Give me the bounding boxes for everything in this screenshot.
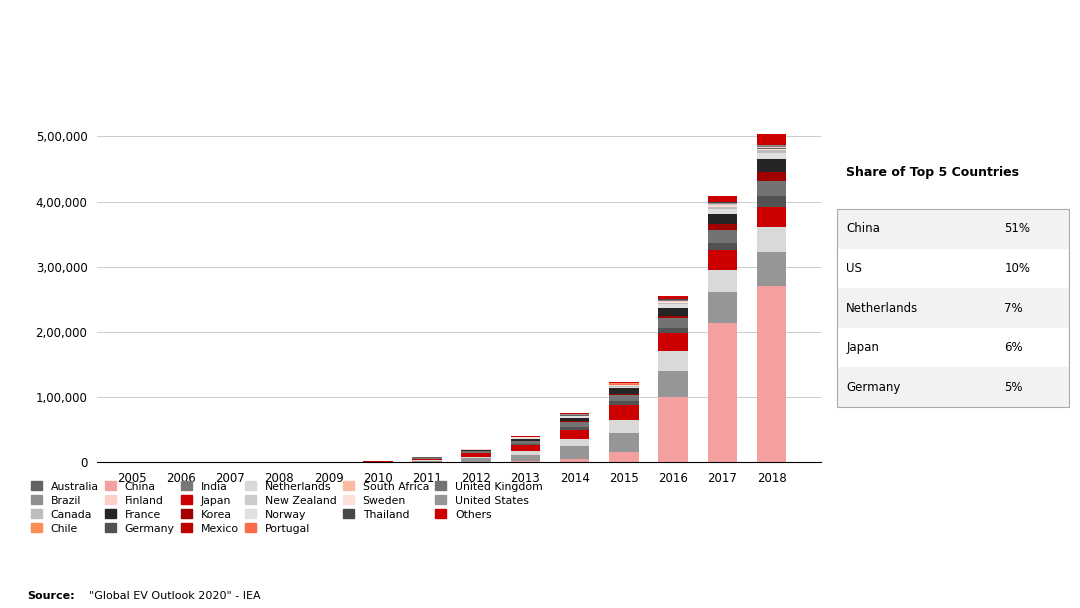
Bar: [461, 454, 491, 457]
Bar: [559, 427, 590, 429]
Bar: [757, 149, 786, 150]
Bar: [659, 296, 688, 299]
Bar: [413, 460, 442, 461]
Bar: [559, 421, 590, 422]
Legend: Australia, Brazil, Canada, Chile, China, Finland, France, Germany, India, Japan,: Australia, Brazil, Canada, Chile, China,…: [27, 477, 548, 538]
Bar: [757, 207, 786, 227]
Bar: [659, 318, 688, 328]
Bar: [559, 446, 590, 459]
Bar: [707, 224, 738, 230]
Bar: [757, 159, 786, 172]
Bar: [757, 172, 786, 181]
Bar: [659, 371, 688, 397]
Bar: [609, 395, 638, 401]
Bar: [707, 196, 738, 202]
Bar: [511, 461, 540, 462]
Bar: [707, 270, 738, 292]
Text: 10%: 10%: [1004, 262, 1030, 275]
Text: EXHIBIT 2: Publicly accessible chargers (slow and fast) by country, 2005-18: EXHIBIT 2: Publicly accessible chargers …: [13, 18, 637, 33]
Bar: [757, 286, 786, 462]
FancyBboxPatch shape: [837, 288, 1069, 328]
FancyBboxPatch shape: [837, 209, 1069, 249]
Bar: [659, 351, 688, 371]
Bar: [707, 230, 738, 243]
Text: 51%: 51%: [1004, 223, 1030, 235]
Bar: [707, 214, 738, 224]
Bar: [757, 252, 786, 286]
Text: Source:: Source:: [27, 591, 75, 601]
Text: US: US: [847, 262, 862, 275]
Bar: [757, 227, 786, 252]
Bar: [559, 416, 590, 418]
Bar: [659, 316, 688, 318]
Bar: [609, 406, 638, 420]
Bar: [609, 382, 638, 383]
Bar: [659, 305, 688, 308]
Bar: [609, 401, 638, 406]
Bar: [559, 459, 590, 462]
Bar: [511, 438, 540, 441]
Bar: [659, 397, 688, 462]
Bar: [511, 444, 540, 446]
Bar: [707, 206, 738, 207]
Bar: [707, 250, 738, 270]
Bar: [659, 302, 688, 303]
Bar: [659, 303, 688, 305]
Text: 5%: 5%: [1004, 381, 1023, 394]
Bar: [609, 433, 638, 452]
Bar: [559, 429, 590, 440]
Bar: [757, 134, 786, 144]
Text: Netherlands: Netherlands: [847, 302, 918, 314]
Bar: [707, 209, 738, 214]
Bar: [609, 452, 638, 462]
Bar: [757, 196, 786, 207]
Bar: [659, 328, 688, 333]
Bar: [659, 308, 688, 316]
Bar: [757, 181, 786, 196]
Bar: [609, 386, 638, 387]
Bar: [413, 461, 442, 462]
Bar: [757, 150, 786, 153]
Bar: [707, 243, 738, 250]
Bar: [757, 148, 786, 149]
Text: "Global EV Outlook 2020" - IEA: "Global EV Outlook 2020" - IEA: [89, 591, 260, 601]
Bar: [707, 323, 738, 462]
Bar: [559, 418, 590, 421]
Bar: [609, 394, 638, 395]
Bar: [609, 389, 638, 394]
Bar: [707, 292, 738, 323]
Bar: [511, 451, 540, 455]
Text: China: China: [847, 223, 880, 235]
Bar: [659, 333, 688, 351]
Text: Germany: Germany: [847, 381, 901, 394]
Bar: [511, 455, 540, 461]
Bar: [413, 459, 442, 460]
FancyBboxPatch shape: [837, 328, 1069, 367]
Text: 7%: 7%: [1004, 302, 1023, 314]
Bar: [757, 153, 786, 159]
Bar: [511, 441, 540, 444]
Text: Share of Top 5 Countries: Share of Top 5 Countries: [847, 166, 1020, 179]
Bar: [511, 446, 540, 451]
Text: 6%: 6%: [1004, 341, 1023, 354]
Bar: [609, 420, 638, 433]
Bar: [461, 452, 491, 453]
Bar: [461, 458, 491, 461]
Bar: [461, 457, 491, 458]
Bar: [609, 387, 638, 389]
Bar: [559, 440, 590, 446]
FancyBboxPatch shape: [837, 367, 1069, 407]
Bar: [757, 146, 786, 147]
Text: Japan: Japan: [847, 341, 879, 354]
Bar: [707, 207, 738, 209]
FancyBboxPatch shape: [837, 249, 1069, 288]
Bar: [559, 413, 590, 414]
Bar: [559, 422, 590, 427]
